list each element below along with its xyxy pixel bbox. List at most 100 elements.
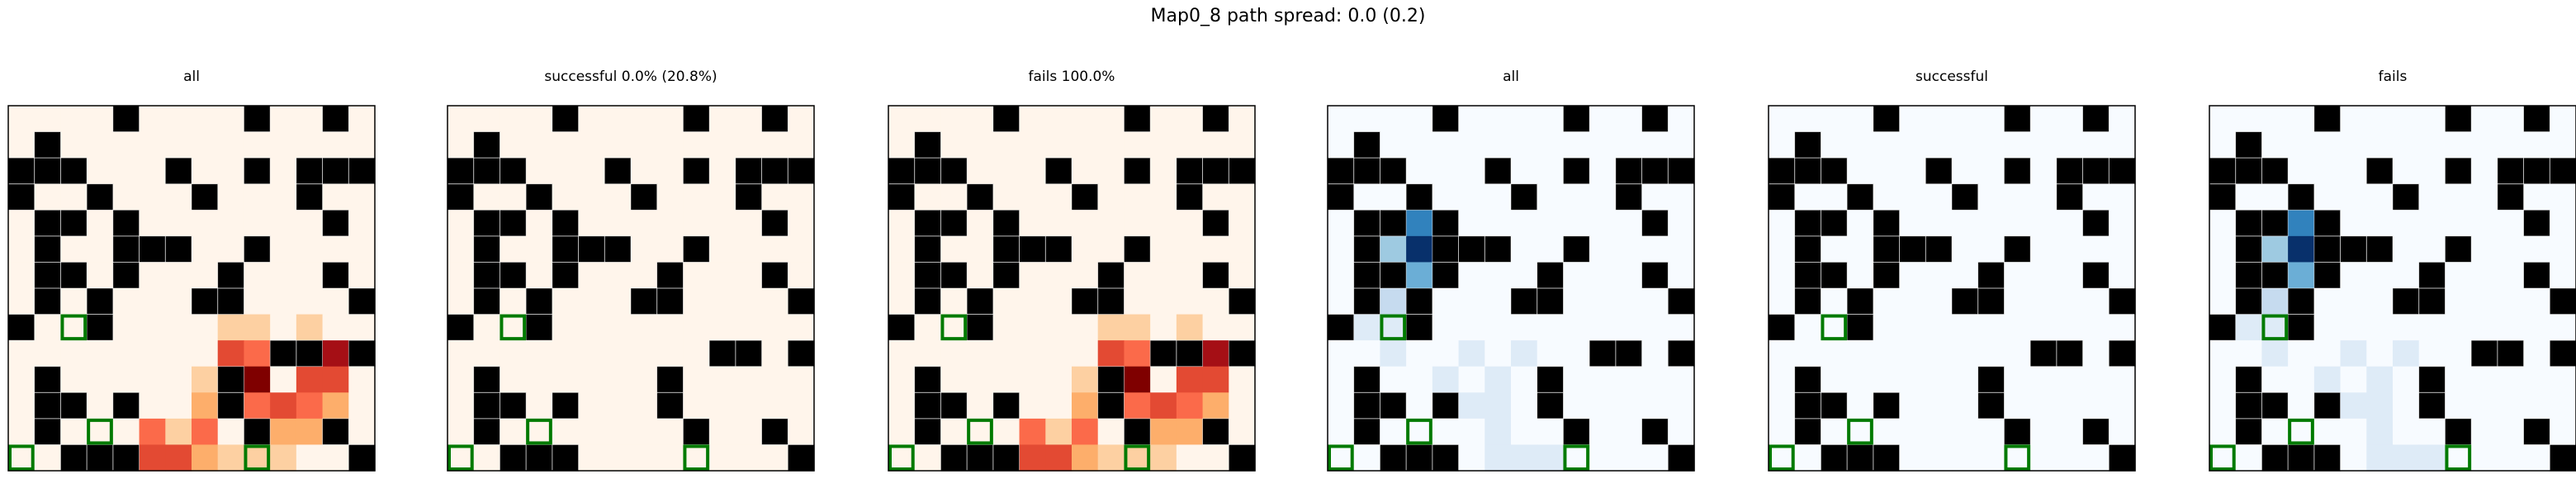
heatmap-cell (761, 418, 788, 446)
heatmap-cell (735, 314, 763, 341)
heatmap-cell (2288, 392, 2315, 420)
heatmap-cell (2471, 288, 2498, 315)
heatmap-cell (940, 183, 968, 211)
heatmap-cell (2471, 366, 2498, 393)
heatmap-cell (1952, 288, 1979, 315)
heatmap-cell (1794, 262, 1822, 289)
heatmap-cell (2418, 444, 2446, 472)
heatmap-cell (165, 314, 192, 341)
heatmap-cell (1925, 183, 1953, 211)
heatmap-cell (1124, 366, 1151, 393)
heatmap-cell (2340, 444, 2367, 472)
heatmap-cell (270, 106, 297, 133)
heatmap-cell (1432, 106, 1460, 133)
heatmap-cell (1328, 314, 1355, 341)
heatmap-cell (2550, 210, 2576, 237)
heatmap-cell (1589, 340, 1617, 368)
heatmap-cell (165, 392, 192, 420)
heatmap-cell (2497, 392, 2525, 420)
heatmap-cell (2288, 131, 2315, 159)
obstacle-cell-edge (217, 287, 244, 315)
heatmap-cell (2209, 418, 2237, 446)
heatmap-cell (1821, 262, 1848, 289)
heatmap-cell (888, 314, 916, 341)
heatmap-cell (1641, 183, 1669, 211)
obstacle-cell-edge (2313, 262, 2341, 289)
heatmap-cell (1432, 366, 1460, 393)
heatmap-cell (2030, 418, 2057, 446)
heatmap-cell (2550, 418, 2576, 446)
heatmap-cell (888, 444, 916, 472)
heatmap-cell (1563, 392, 1590, 420)
heatmap-cell (2030, 262, 2057, 289)
heatmap-cell (683, 262, 710, 289)
heatmap-cell (2340, 366, 2367, 393)
heatmap-cell (1847, 235, 1874, 263)
heatmap-cell (1668, 444, 1695, 472)
heatmap-cell (2550, 366, 2576, 393)
heatmap-cell (2366, 106, 2394, 133)
heatmap-cell (1589, 444, 1617, 472)
heatmap-cell (2030, 366, 2057, 393)
heatmap-cell (1097, 235, 1125, 263)
heatmap-cell (1019, 418, 1046, 446)
heatmap-cell (967, 210, 994, 237)
heatmap-cell (1229, 235, 1256, 263)
heatmap-cell (1873, 444, 1901, 472)
heatmap-cell (1328, 262, 1355, 289)
heatmap-cell (1176, 210, 1204, 237)
heatmap-cell (1019, 210, 1046, 237)
heatmap-cell (1668, 183, 1695, 211)
heatmap-cell (500, 418, 527, 446)
highlight-box (87, 418, 113, 445)
heatmap-cell (112, 340, 140, 368)
heatmap-cell (2366, 314, 2394, 341)
highlight-box (244, 444, 271, 471)
heatmap-cell (1977, 314, 2005, 341)
heatmap-cell (165, 158, 192, 185)
obstacle-cell-edge (1641, 209, 1669, 237)
heatmap-cell (2445, 106, 2472, 133)
heatmap-cell (1925, 106, 1953, 133)
heatmap-cell (656, 106, 684, 133)
heatmap-cell (34, 158, 62, 185)
heatmap-cell (2497, 235, 2525, 263)
heatmap-cell (1045, 131, 1073, 159)
obstacle-cell-edge (2261, 262, 2289, 289)
heatmap-cell (1485, 262, 1512, 289)
heatmap-cell (1406, 235, 1433, 263)
heatmap-cell (604, 314, 632, 341)
heatmap-cell (1432, 340, 1460, 368)
heatmap-cell (1176, 235, 1204, 263)
heatmap-cell (1847, 444, 1874, 472)
heatmap-cell (112, 210, 140, 237)
obstacle-cell-edge (992, 262, 1020, 289)
heatmap-cell (1794, 418, 1822, 446)
heatmap-cell (2418, 235, 2446, 263)
heatmap-cell (244, 262, 271, 289)
heatmap-cell (1899, 210, 1926, 237)
heatmap-cell (1458, 183, 1485, 211)
heatmap-cell (2056, 444, 2084, 472)
heatmap-cell (578, 444, 605, 472)
heatmap-cell (1563, 262, 1590, 289)
heatmap-cell (709, 262, 736, 289)
heatmap-cell (992, 158, 1020, 185)
heatmap-cell (1952, 392, 1979, 420)
heatmap-cell (348, 288, 376, 315)
heatmap-cell (735, 418, 763, 446)
obstacle-cell-edge (1044, 235, 1073, 263)
heatmap-cell (1899, 392, 1926, 420)
heatmap-cell (1458, 418, 1485, 446)
highlight-box (500, 314, 527, 341)
heatmap-cell (992, 210, 1020, 237)
heatmap-cell (2497, 106, 2525, 133)
heatmap-cell (1769, 444, 1796, 472)
heatmap-cell (1794, 131, 1822, 159)
heatmap-cell (2082, 418, 2110, 446)
heatmap-cell (2004, 288, 2031, 315)
heatmap-cell (2313, 262, 2342, 289)
heatmap-cell (244, 235, 271, 263)
heatmap-cell (2056, 392, 2084, 420)
